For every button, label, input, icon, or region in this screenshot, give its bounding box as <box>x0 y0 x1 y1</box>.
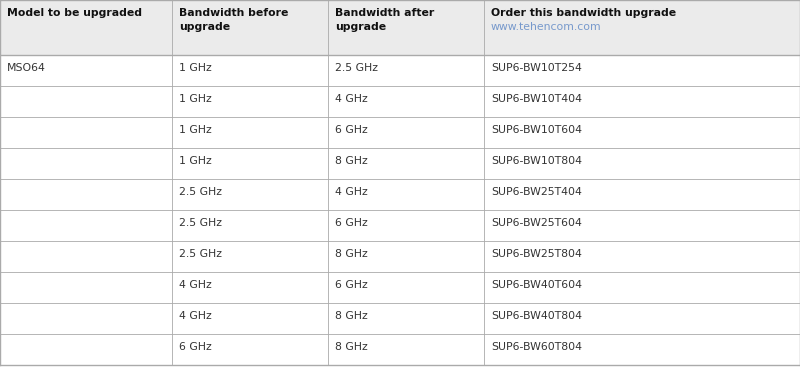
Bar <box>0 117 800 148</box>
Text: 4 GHz: 4 GHz <box>335 187 368 197</box>
Text: 1 GHz: 1 GHz <box>179 125 212 135</box>
Text: SUP6-BW25T804: SUP6-BW25T804 <box>491 249 582 259</box>
Text: 8 GHz: 8 GHz <box>335 342 368 352</box>
Text: 2.5 GHz: 2.5 GHz <box>179 187 222 197</box>
Text: 6 GHz: 6 GHz <box>335 280 368 290</box>
Text: www.tehencom.com: www.tehencom.com <box>491 22 602 32</box>
Text: 8 GHz: 8 GHz <box>335 249 368 259</box>
Text: 6 GHz: 6 GHz <box>179 342 212 352</box>
Bar <box>0 303 800 334</box>
Text: 6 GHz: 6 GHz <box>335 125 368 135</box>
Bar <box>0 210 800 241</box>
Text: Order this bandwidth upgrade: Order this bandwidth upgrade <box>491 8 676 18</box>
Text: SUP6-BW10T254: SUP6-BW10T254 <box>491 63 582 73</box>
Bar <box>0 148 800 179</box>
Bar <box>0 55 800 86</box>
Text: upgrade: upgrade <box>335 22 386 32</box>
Text: SUP6-BW25T404: SUP6-BW25T404 <box>491 187 582 197</box>
Text: Bandwidth before: Bandwidth before <box>179 8 288 18</box>
Text: SUP6-BW40T604: SUP6-BW40T604 <box>491 280 582 290</box>
Text: Bandwidth after: Bandwidth after <box>335 8 434 18</box>
Text: SUP6-BW10T804: SUP6-BW10T804 <box>491 156 582 166</box>
Text: SUP6-BW10T604: SUP6-BW10T604 <box>491 125 582 135</box>
Text: Model to be upgraded: Model to be upgraded <box>7 8 142 18</box>
Bar <box>0 179 800 210</box>
Text: MSO64: MSO64 <box>7 63 46 73</box>
Text: SUP6-BW40T804: SUP6-BW40T804 <box>491 311 582 321</box>
Bar <box>0 241 800 272</box>
Text: 1 GHz: 1 GHz <box>179 94 212 104</box>
Text: 8 GHz: 8 GHz <box>335 311 368 321</box>
Text: 4 GHz: 4 GHz <box>335 94 368 104</box>
Text: SUP6-BW25T604: SUP6-BW25T604 <box>491 218 582 228</box>
Text: upgrade: upgrade <box>179 22 230 32</box>
Text: 2.5 GHz: 2.5 GHz <box>179 249 222 259</box>
Text: 1 GHz: 1 GHz <box>179 63 212 73</box>
Text: 8 GHz: 8 GHz <box>335 156 368 166</box>
Bar <box>0 86 800 117</box>
Bar <box>0 0 800 55</box>
Bar <box>0 334 800 365</box>
Text: SUP6-BW60T804: SUP6-BW60T804 <box>491 342 582 352</box>
Text: 2.5 GHz: 2.5 GHz <box>179 218 222 228</box>
Text: SUP6-BW10T404: SUP6-BW10T404 <box>491 94 582 104</box>
Text: 6 GHz: 6 GHz <box>335 218 368 228</box>
Text: 2.5 GHz: 2.5 GHz <box>335 63 378 73</box>
Text: 4 GHz: 4 GHz <box>179 280 212 290</box>
Bar <box>0 272 800 303</box>
Text: 1 GHz: 1 GHz <box>179 156 212 166</box>
Text: 4 GHz: 4 GHz <box>179 311 212 321</box>
